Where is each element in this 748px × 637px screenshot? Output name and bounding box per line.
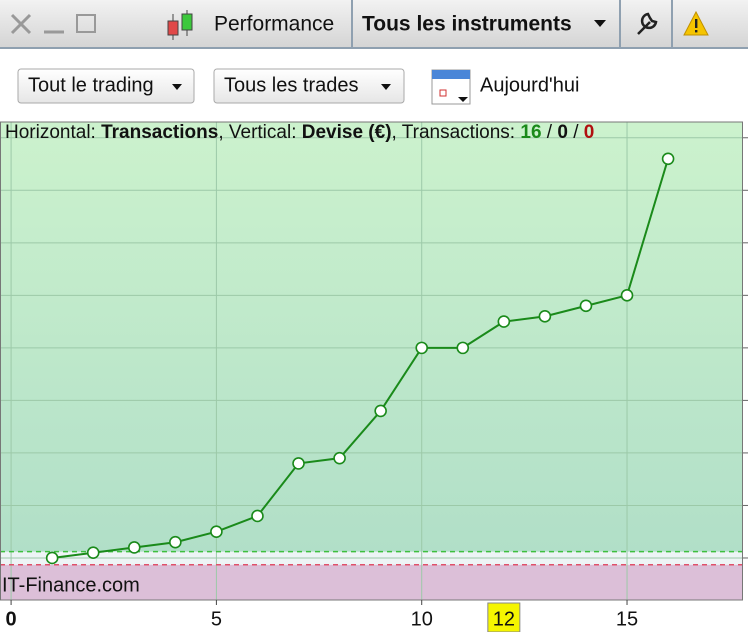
current-marker-label: 12: [493, 608, 515, 630]
loss-zone: [0, 564, 742, 600]
data-point: [45, 551, 59, 565]
data-point: [251, 509, 264, 523]
header-x-prefix: Horizontal:: [5, 122, 101, 143]
chart-header: Horizontal: Transactions, Vertical: Devi…: [5, 122, 594, 143]
dropdown-arrow: [172, 84, 182, 90]
data-point: [374, 404, 387, 418]
trades-filter-label: Tous les trades: [224, 74, 359, 96]
x-tick-label: 10: [411, 608, 433, 630]
toolbar: [0, 0, 748, 48]
data-point: [333, 451, 346, 465]
plot-border: [0, 121, 743, 601]
header-separator: /: [542, 122, 558, 143]
header-y-prefix: , Vertical:: [218, 122, 301, 143]
data-point: [620, 289, 634, 302]
data-point: [538, 310, 552, 323]
warning-icon[interactable]: [683, 10, 709, 36]
trades-filter[interactable]: [213, 68, 405, 104]
data-point: [661, 152, 675, 166]
header-separator: /: [568, 122, 584, 143]
header-count-prefix: , Transactions:: [392, 122, 521, 143]
data-point: [127, 541, 141, 554]
data-point: [497, 315, 511, 328]
profit-zone: [0, 122, 742, 552]
toolbar-title: Performance: [214, 13, 334, 36]
current-marker: [487, 602, 521, 633]
settings-icon[interactable]: [637, 12, 658, 35]
data-point: [292, 457, 305, 470]
x-tick-label: 5: [211, 608, 222, 630]
maximize-icon[interactable]: [76, 14, 96, 33]
x-tick-label: 15: [616, 608, 638, 630]
instrument-dropdown[interactable]: Tous les instruments: [362, 13, 572, 36]
trading-filter-label: Tout le trading: [28, 74, 154, 96]
header-losses: 0: [584, 122, 595, 143]
header-x-label: Transactions: [101, 122, 218, 143]
date-filter[interactable]: Aujourd'hui: [480, 74, 579, 96]
dropdown-arrow[interactable]: [594, 20, 606, 27]
header-neutral: 0: [557, 122, 568, 143]
candlestick-icon: [167, 10, 193, 40]
series-line: [52, 158, 670, 559]
data-point: [86, 546, 100, 560]
calendar-icon[interactable]: [431, 69, 471, 105]
close-icon[interactable]: [10, 13, 32, 35]
data-point: [456, 341, 470, 355]
x-tick-label: 0: [6, 608, 17, 630]
watermark: IT-Finance.com: [2, 574, 140, 596]
data-point: [169, 535, 182, 549]
header-y-label: Devise (€): [302, 122, 392, 143]
trading-filter[interactable]: [17, 68, 195, 104]
data-point: [210, 525, 223, 539]
dropdown-arrow: [381, 84, 391, 90]
data-point: [579, 299, 593, 313]
header-wins: 16: [520, 122, 541, 143]
data-point: [415, 341, 429, 355]
